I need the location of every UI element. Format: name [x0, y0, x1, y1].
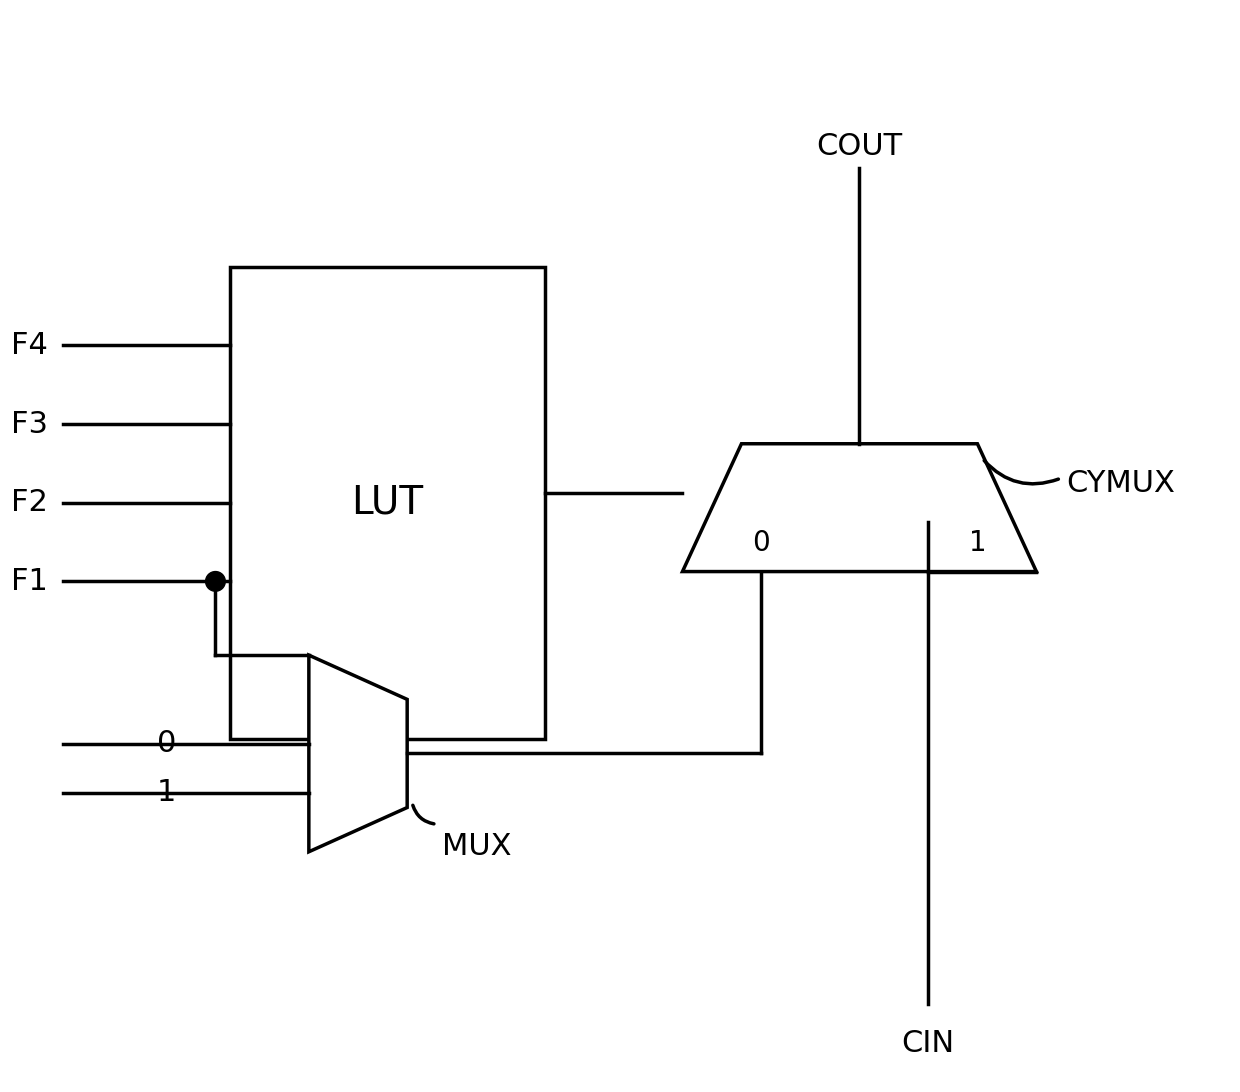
Text: CYMUX: CYMUX [1066, 468, 1174, 498]
Text: CIN: CIN [901, 1029, 955, 1058]
Text: COUT: COUT [816, 132, 903, 161]
Polygon shape [309, 655, 407, 852]
Text: 0: 0 [156, 729, 176, 758]
Text: 1: 1 [968, 529, 986, 557]
Text: F2: F2 [11, 488, 48, 518]
Text: F4: F4 [11, 331, 48, 360]
Circle shape [206, 571, 226, 591]
Text: 1: 1 [156, 779, 176, 807]
Polygon shape [682, 443, 1037, 571]
Bar [231, 266, 544, 738]
Text: F3: F3 [11, 410, 48, 439]
Text: LUT: LUT [351, 484, 424, 522]
Text: MUX: MUX [441, 832, 511, 862]
Text: F1: F1 [11, 567, 48, 596]
Text: 0: 0 [753, 529, 770, 557]
